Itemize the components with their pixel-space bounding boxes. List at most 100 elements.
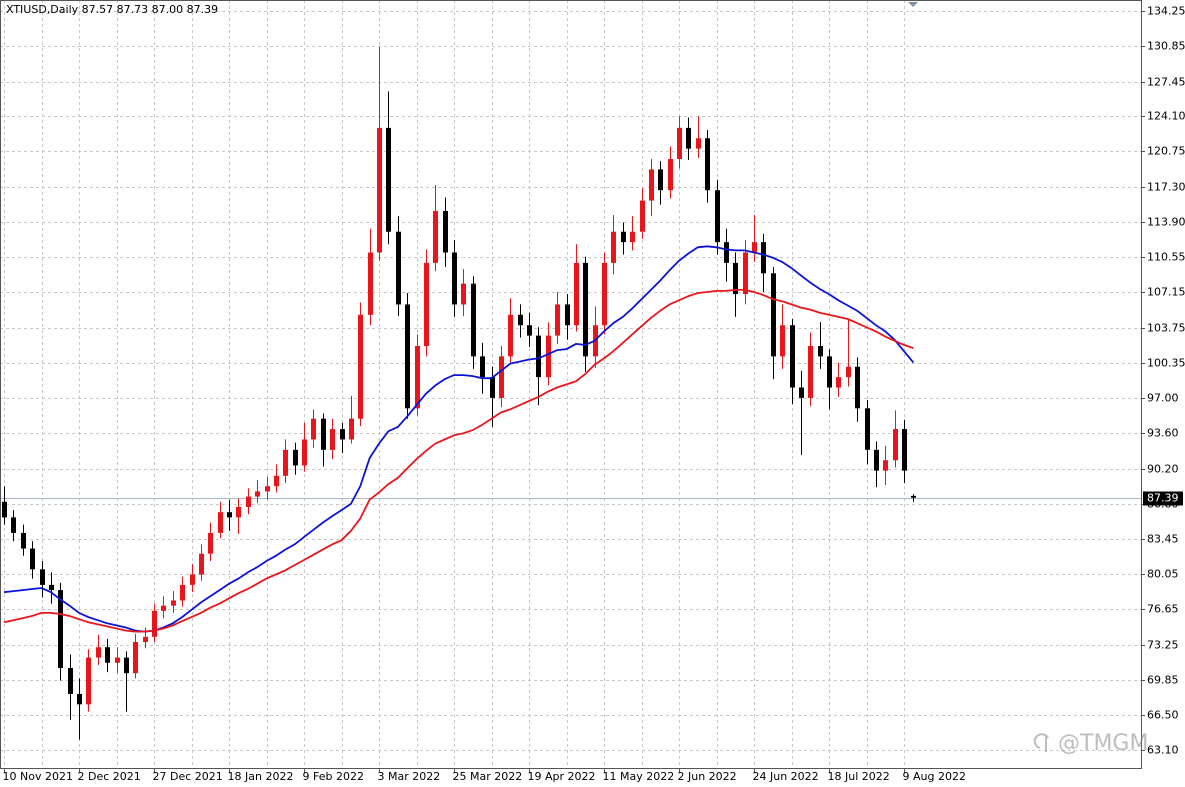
candle-body xyxy=(790,325,795,388)
candle-body xyxy=(340,429,345,440)
candle-body xyxy=(415,345,420,409)
candle-body xyxy=(349,418,354,440)
candle-body xyxy=(865,408,870,450)
candle-body xyxy=(649,169,654,201)
candle-body xyxy=(546,335,551,378)
x-tick-label: 24 Jun 2022 xyxy=(753,770,819,783)
candle-body xyxy=(874,449,879,471)
candle-body xyxy=(452,252,457,305)
candle-body xyxy=(621,231,626,243)
candle-body xyxy=(424,262,429,346)
candle-body xyxy=(265,486,270,492)
candle-body xyxy=(752,242,757,253)
candle-body xyxy=(902,429,907,471)
shift-marker xyxy=(908,2,918,7)
candle-body xyxy=(274,475,279,487)
candle-body xyxy=(358,314,363,419)
candle-body xyxy=(208,532,213,554)
candle-body xyxy=(574,262,579,326)
candle-body xyxy=(471,283,476,357)
y-tick-label: 113.90 xyxy=(1147,216,1185,229)
candle-body xyxy=(30,548,35,570)
y-tick-label: 110.55 xyxy=(1147,251,1185,264)
candle-body xyxy=(715,190,720,243)
candle-body xyxy=(58,590,63,668)
candle-body xyxy=(368,252,373,315)
candle-body xyxy=(761,242,766,274)
y-tick-label: 120.75 xyxy=(1147,145,1185,158)
x-tick-label: 25 Mar 2022 xyxy=(453,770,523,783)
candle-body xyxy=(143,636,148,643)
candle-body xyxy=(321,418,326,450)
candle-body xyxy=(2,501,7,518)
candle-body xyxy=(49,584,54,591)
y-tick-label: 73.25 xyxy=(1147,639,1179,652)
y-tick-label: 80.05 xyxy=(1147,568,1179,581)
candle-body xyxy=(255,491,260,497)
x-tick-label: 18 Jan 2022 xyxy=(228,770,294,783)
candle-body xyxy=(330,429,335,450)
candle-body xyxy=(686,127,691,149)
candle-body xyxy=(199,553,204,575)
x-tick-label: 10 Nov 2021 xyxy=(3,770,73,783)
candle-body xyxy=(40,569,45,585)
watermark: @TMGM xyxy=(1033,731,1148,756)
candle-body xyxy=(105,647,110,663)
candle-body xyxy=(86,657,91,705)
candle-body xyxy=(883,460,888,471)
y-tick-label: 97.00 xyxy=(1147,392,1179,405)
candle-body xyxy=(218,512,223,533)
candle-body xyxy=(724,242,729,263)
candle-body xyxy=(677,127,682,160)
candle-body xyxy=(827,356,832,388)
candle-body xyxy=(658,169,663,191)
candle-body xyxy=(771,273,776,357)
candle-body xyxy=(743,252,748,295)
candle-body xyxy=(640,200,645,232)
candle-body xyxy=(171,600,176,606)
candle-body xyxy=(893,429,898,461)
marks xyxy=(2,46,916,740)
y-tick-label: 83.45 xyxy=(1147,533,1179,546)
y-tick-label: 69.85 xyxy=(1147,674,1179,687)
y-tick-label: 134.25 xyxy=(1147,5,1185,18)
candle-body xyxy=(405,304,410,409)
x-tick-label: 18 Jul 2022 xyxy=(828,770,890,783)
candle-body xyxy=(246,496,251,507)
candle-body xyxy=(236,506,241,518)
candle-body xyxy=(696,138,701,149)
candle-body xyxy=(499,356,504,398)
candle-body xyxy=(855,366,860,409)
candle-body xyxy=(293,449,298,466)
y-tick-label: 107.15 xyxy=(1147,286,1185,299)
last-price-label: 87.39 xyxy=(1147,492,1179,505)
candle-body xyxy=(911,495,916,498)
y-tick-label: 76.65 xyxy=(1147,603,1179,616)
candle-body xyxy=(705,138,710,191)
watermark-text: @TMGM xyxy=(1058,731,1148,756)
x-tick-label: 2 Dec 2021 xyxy=(78,770,141,783)
candle-body xyxy=(583,262,588,357)
candle-body xyxy=(565,304,570,326)
candle-body xyxy=(96,647,101,658)
y-tick-label: 130.85 xyxy=(1147,40,1185,53)
candle-body xyxy=(668,159,673,191)
candle-body xyxy=(611,231,616,263)
candle-body xyxy=(527,325,532,336)
moving-average xyxy=(3,289,914,633)
y-tick-label: 103.75 xyxy=(1147,322,1185,335)
y-tick-label: 127.45 xyxy=(1147,76,1185,89)
candle-body xyxy=(11,517,16,533)
candle-body xyxy=(555,304,560,336)
candle-body xyxy=(377,127,382,253)
candle-body xyxy=(433,210,438,263)
candle-body xyxy=(780,325,785,357)
candle-body xyxy=(302,439,307,466)
grid xyxy=(0,0,1141,768)
last-price-tag xyxy=(1143,491,1183,506)
candle-body xyxy=(536,335,541,378)
candle-body xyxy=(115,657,120,663)
candle-body xyxy=(808,345,813,398)
y-tick-label: 66.50 xyxy=(1147,709,1179,722)
